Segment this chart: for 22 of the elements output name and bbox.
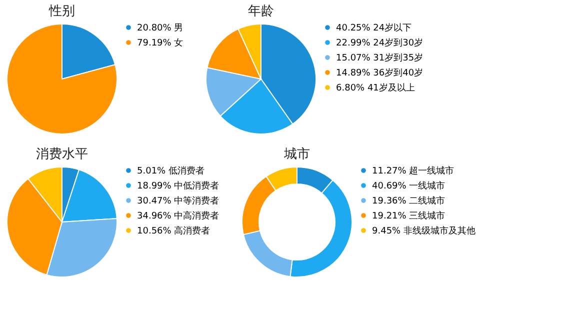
chart-title: 城市 [283, 147, 310, 162]
pie-slice [6, 24, 118, 134]
legend-label: 19.21% 三线城市 [372, 210, 446, 222]
legend-label: 5.01% 低消费者 [137, 166, 204, 176]
legend-label: 34.96% 中高消费者 [137, 210, 220, 222]
legend-label: 22.99% 24岁到30岁 [336, 38, 424, 48]
legend-label: 19.36% 二线城市 [372, 196, 446, 206]
legend-label: 9.45% 非线级城市及其他 [372, 226, 476, 236]
legend-label: 11.27% 超一线城市 [372, 166, 454, 176]
chart-title: 年龄 [248, 4, 274, 19]
legend-label: 20.80% 男 [137, 22, 184, 34]
chart-title: 消费水平 [36, 147, 88, 162]
legend-label: 18.99% 中低消费者 [137, 180, 220, 192]
legend-label: 40.69% 一线城市 [372, 180, 446, 192]
legend-label: 15.07% 31岁到35岁 [336, 52, 424, 64]
legend-label: 6.80% 41岁及以上 [336, 82, 415, 94]
legend-label: 40.25% 24岁以下 [336, 22, 412, 34]
legend-label: 10.56% 高消费者 [137, 226, 210, 236]
legend-label: 30.47% 中等消费者 [137, 196, 220, 206]
chart-title: 性别 [48, 4, 75, 19]
legend-label: 14.89% 36岁到40岁 [336, 68, 424, 78]
legend-label: 79.19% 女 [137, 38, 184, 48]
